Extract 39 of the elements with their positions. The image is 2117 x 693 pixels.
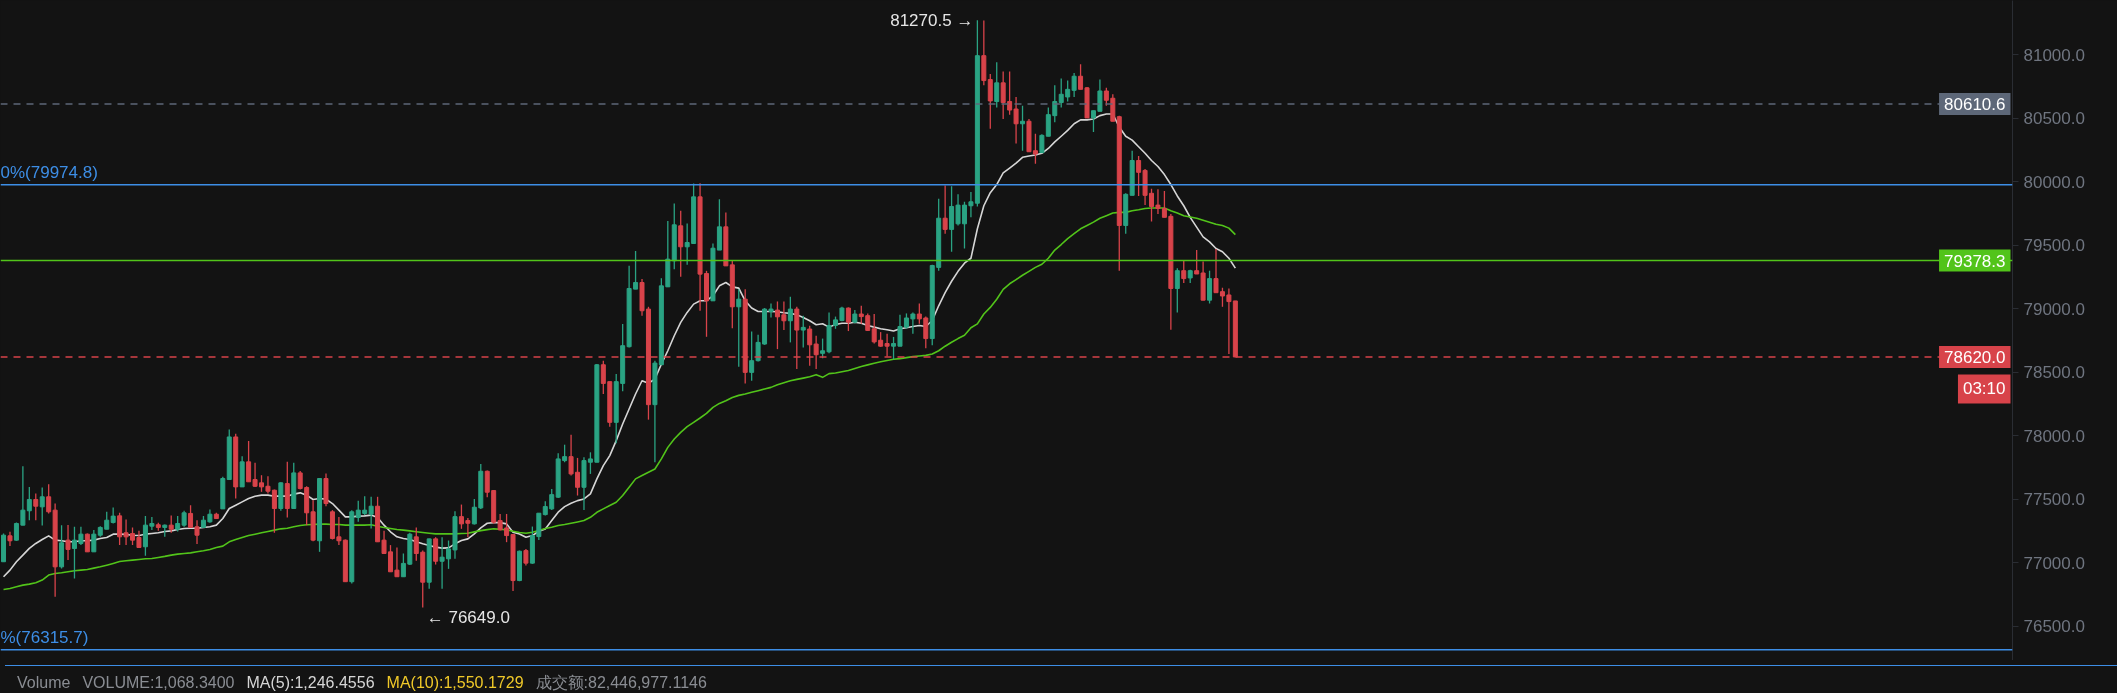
y-tick-label: 81000.0 <box>2023 45 2085 65</box>
candlestick <box>678 210 684 278</box>
y-tick-label: 79500.0 <box>2023 236 2085 256</box>
text: 成交额:82,446,977.1146 <box>535 674 707 691</box>
candlestick <box>39 486 45 527</box>
text: 03:10 <box>1962 379 2006 399</box>
candlestick <box>1174 267 1180 314</box>
candlestick <box>800 315 806 349</box>
annotation: ← 76649.0 <box>426 608 510 627</box>
candlestick <box>1207 270 1213 305</box>
y-tick-label: 77500.0 <box>2023 490 2085 510</box>
candlestick <box>1181 259 1187 284</box>
candlestick <box>845 306 851 332</box>
annotation: 81270.5 → <box>890 10 974 30</box>
candlestick <box>736 288 742 368</box>
annotation: %(76315.7) <box>0 627 89 647</box>
y-tick-label: 77000.0 <box>2023 553 2085 573</box>
ref-line-label: 80610.6 <box>1944 95 2006 115</box>
candlestick <box>987 73 993 130</box>
annotation: 0%(79974.8) <box>0 162 98 182</box>
text: MA(10):1,550.1729 <box>386 674 524 691</box>
text: VOLUME:1,068.3400 <box>82 674 235 691</box>
candlestick <box>787 296 793 344</box>
text: MA(5):1,246.4556 <box>246 674 375 691</box>
candlestick <box>942 184 948 235</box>
y-tick-label: 80000.0 <box>2023 172 2085 192</box>
candlestick <box>91 529 97 553</box>
candlestick <box>33 492 39 521</box>
candlestick <box>433 536 439 566</box>
y-tick-label: 78500.0 <box>2023 363 2085 383</box>
y-tick-label: 76500.0 <box>2023 617 2085 637</box>
ref-line-label: 79378.3 <box>1944 251 2006 271</box>
text: Volume <box>17 674 71 691</box>
ref-line-label: 78620.0 <box>1944 348 2006 367</box>
candlestick <box>65 524 71 561</box>
y-tick-label: 78000.0 <box>2023 426 2085 446</box>
y-tick-label: 79000.0 <box>2023 299 2085 319</box>
y-tick-label: 80500.0 <box>2023 109 2085 129</box>
candlestick <box>994 61 1000 109</box>
